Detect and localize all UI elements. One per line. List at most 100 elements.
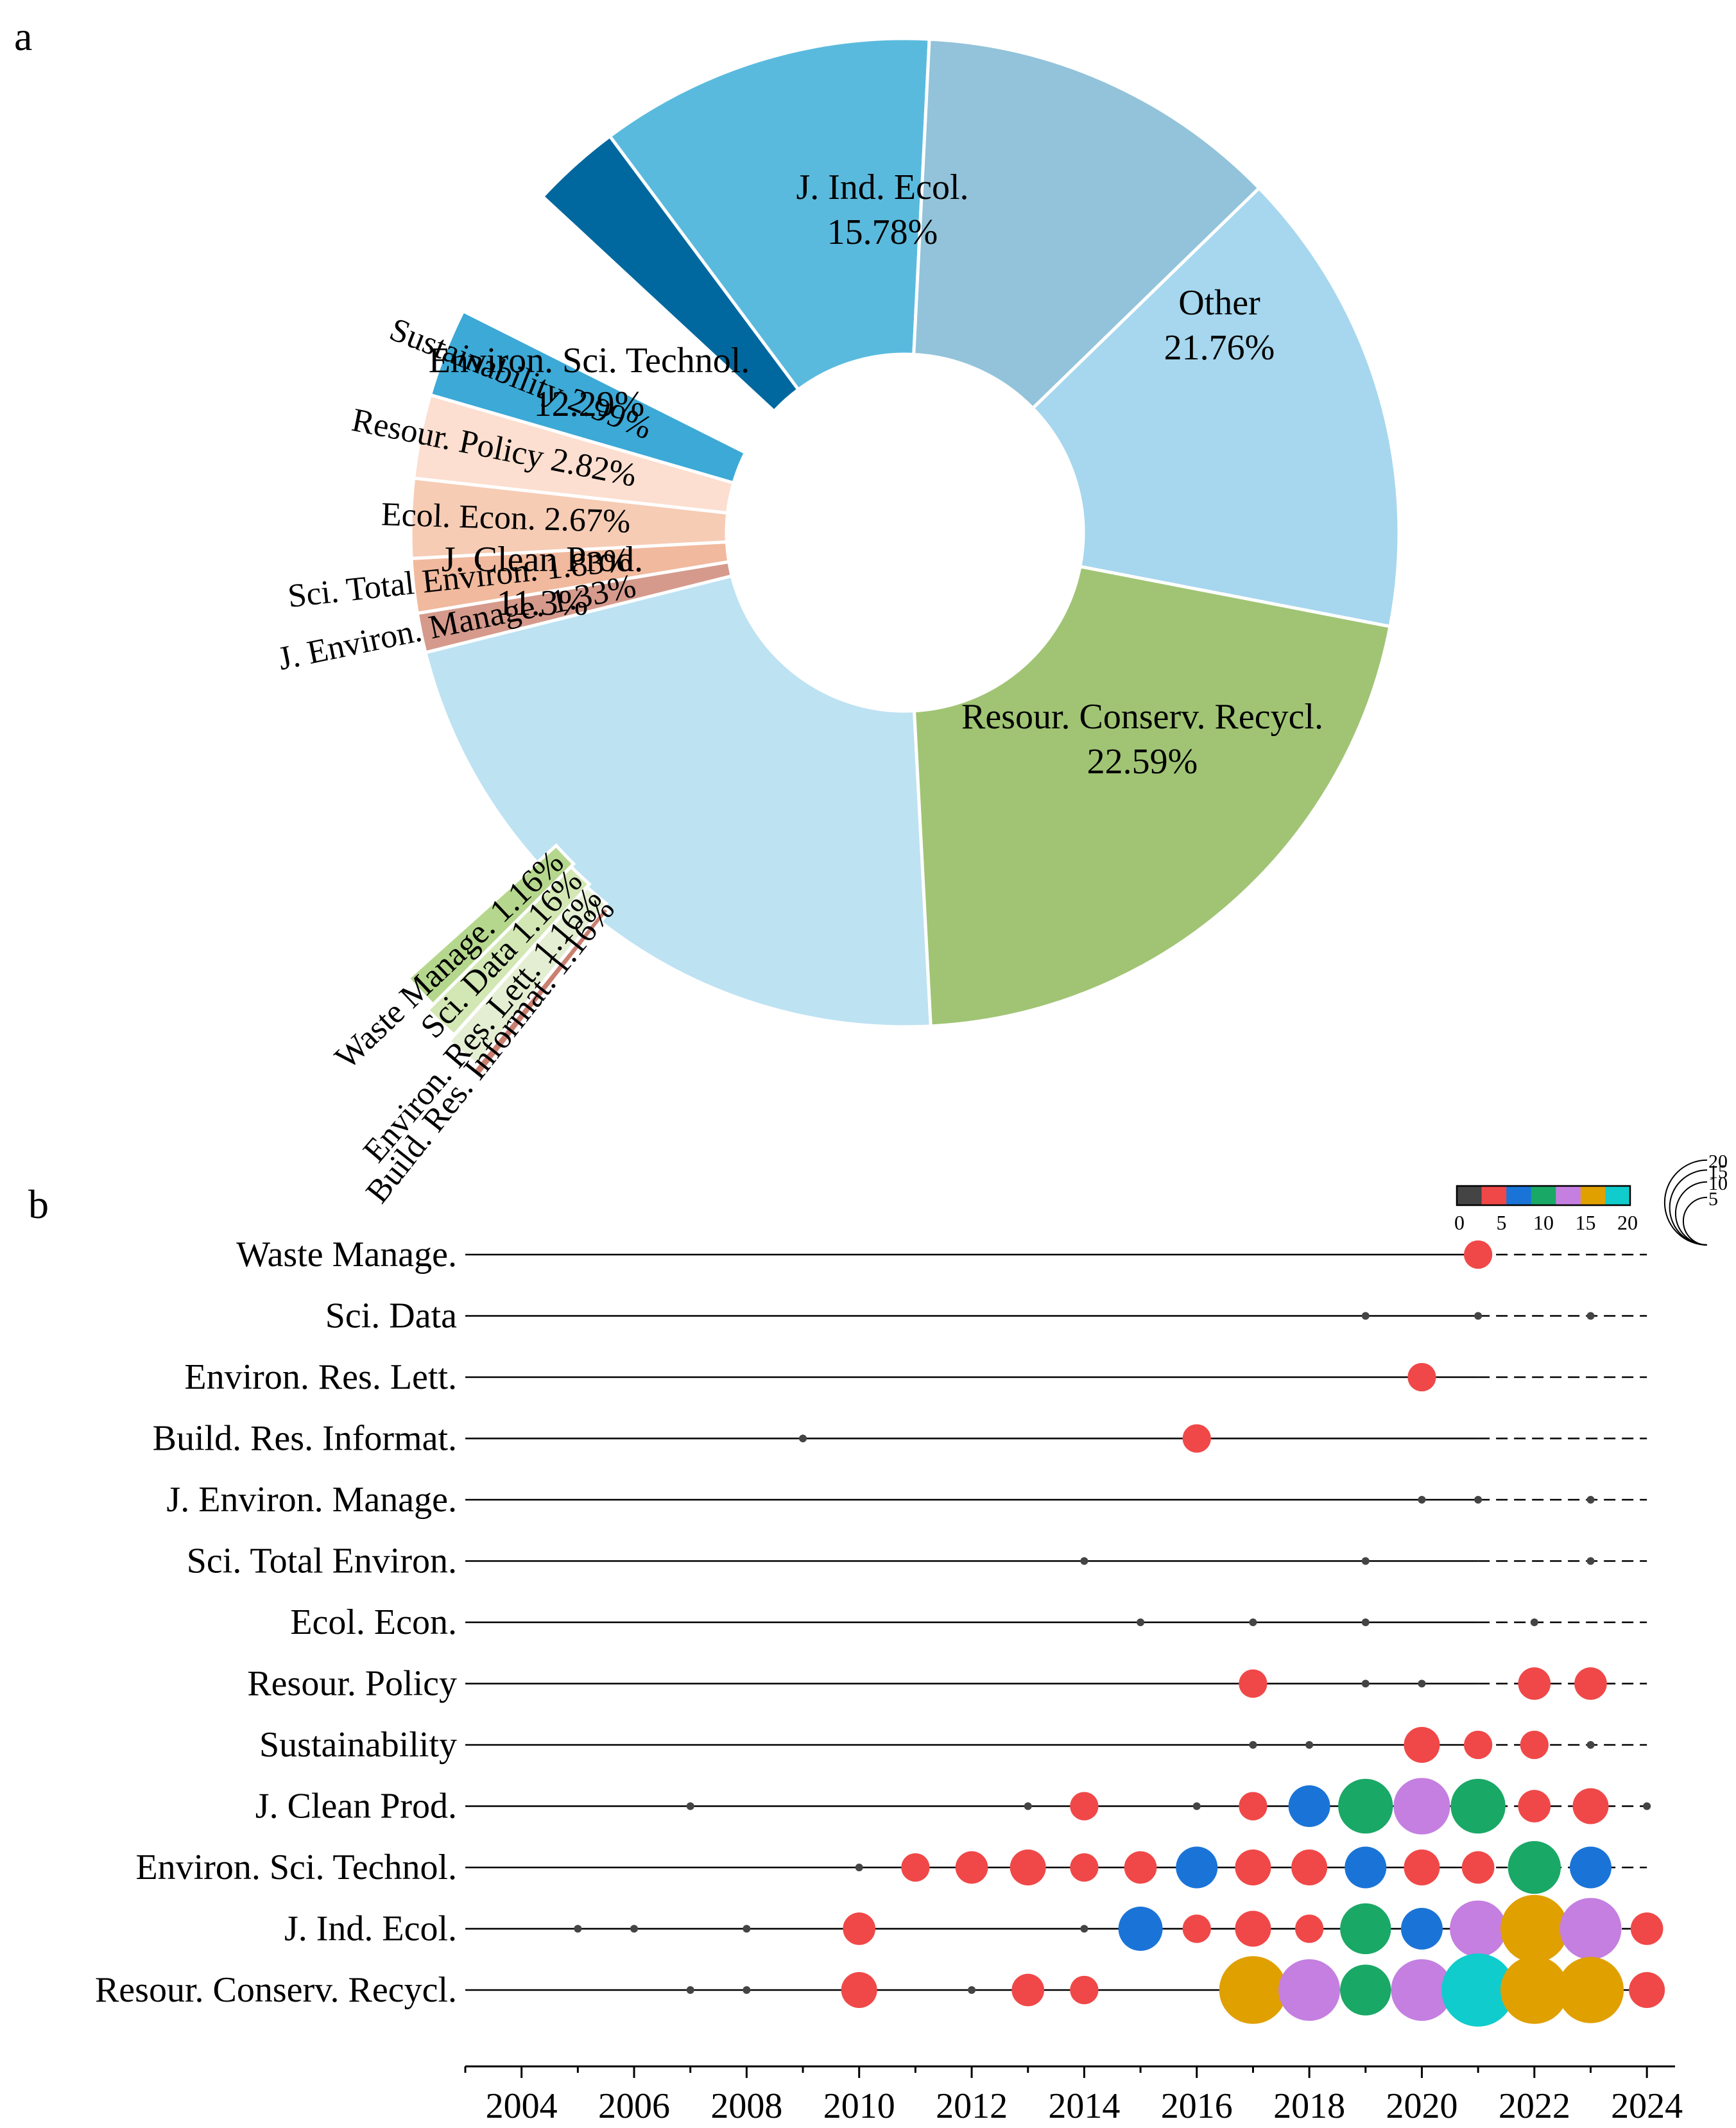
row-label-ecol-econ: Ecol. Econ. xyxy=(290,1602,457,1642)
bubble-j-clean-prod-2019 xyxy=(1338,1778,1393,1834)
bubble-environ-sci-technol-2015 xyxy=(1124,1851,1157,1884)
row-label-waste-manage: Waste Manage. xyxy=(236,1235,457,1274)
x-tick-label-2006: 2006 xyxy=(598,2086,670,2126)
bubble-environ-sci-technol-2023 xyxy=(1569,1846,1611,1889)
bubble-sustainability-2023 xyxy=(1586,1741,1595,1749)
slice-j-ind-ecol xyxy=(1030,185,1401,629)
colorbar-segment-0 xyxy=(1457,1186,1482,1205)
bubble-j-clean-prod-2023 xyxy=(1572,1788,1609,1824)
slice-label-other: Other xyxy=(1178,283,1260,323)
slice-other xyxy=(912,564,1392,1028)
bubble-ecol-econ-2022 xyxy=(1530,1618,1538,1626)
bubble-environ-res-lett-2020 xyxy=(1407,1362,1436,1392)
bubble-j-ind-ecol-2023 xyxy=(1560,1898,1622,1960)
bubble-resour-conserv-recycl-2017 xyxy=(1219,1956,1287,2024)
x-tick-label-2018: 2018 xyxy=(1273,2086,1345,2126)
bubble-j-clean-prod-2020 xyxy=(1393,1778,1450,1835)
bubble-environ-sci-technol-2020 xyxy=(1404,1849,1440,1885)
bubble-j-ind-ecol-2017 xyxy=(1235,1910,1271,1947)
bubble-environ-sci-technol-2022 xyxy=(1508,1841,1561,1894)
slice-percent-other: 21.76% xyxy=(1164,328,1275,368)
bubble-build-res-informat-2009 xyxy=(799,1434,807,1443)
x-tick-label-2022: 2022 xyxy=(1499,2086,1570,2126)
bubble-environ-sci-technol-2011 xyxy=(901,1853,930,1882)
bubble-sci-data-2023 xyxy=(1586,1312,1595,1320)
x-tick-label-2010: 2010 xyxy=(823,2086,895,2126)
bubble-resour-conserv-recycl-2008 xyxy=(743,1986,751,1994)
slice-label-environ-sci-technol: Environ. Sci. Technol. xyxy=(429,341,750,381)
bubble-resour-conserv-recycl-2018 xyxy=(1278,1959,1341,2021)
x-tick-label-2008: 2008 xyxy=(710,2086,782,2126)
colorbar-segment-6 xyxy=(1605,1186,1631,1205)
bubble-j-environ-manage-2021 xyxy=(1474,1496,1482,1504)
row-label-sci-data: Sci. Data xyxy=(325,1296,457,1336)
bubble-j-ind-ecol-2005 xyxy=(574,1925,582,1933)
bubble-j-clean-prod-2021 xyxy=(1450,1778,1506,1834)
x-tick-label-2016: 2016 xyxy=(1161,2086,1233,2126)
bubble-resour-conserv-recycl-2014 xyxy=(1070,1975,1099,2005)
slice-percent-environ-sci-technol: 12.29% xyxy=(534,384,645,424)
bubble-j-clean-prod-2024 xyxy=(1643,1802,1651,1810)
colorbar-tick-20: 20 xyxy=(1617,1211,1638,1234)
bubble-resour-policy-2023 xyxy=(1574,1667,1607,1700)
bubble-j-ind-ecol-2008 xyxy=(743,1925,751,1933)
bubble-j-ind-ecol-2021 xyxy=(1450,1900,1507,1957)
bubble-j-clean-prod-2022 xyxy=(1518,1790,1551,1823)
bubble-build-res-informat-2016 xyxy=(1182,1424,1211,1453)
bubble-environ-sci-technol-2013 xyxy=(1010,1849,1046,1885)
bubble-resour-conserv-recycl-2024 xyxy=(1629,1972,1665,2008)
slice-percent-resour-conserv-recycl: 22.59% xyxy=(1087,742,1198,782)
row-label-sustainability: Sustainability xyxy=(259,1725,457,1765)
bubble-sci-data-2019 xyxy=(1361,1312,1370,1320)
bubble-j-ind-ecol-2018 xyxy=(1294,1914,1324,1943)
slice-label-j-clean-prod: J. Clean Prod. xyxy=(442,540,643,579)
slice-percent-j-clean-prod: 11.3% xyxy=(497,583,589,623)
slice-resour-conserv-recycl xyxy=(423,574,932,1029)
bubble-sustainability-2021 xyxy=(1463,1730,1493,1760)
bubble-sci-total-environ-2023 xyxy=(1586,1557,1595,1565)
bubble-resour-conserv-recycl-2013 xyxy=(1011,1973,1045,2007)
row-label-sci-total-environ: Sci. Total Environ. xyxy=(187,1541,457,1581)
slice-environ-sci-technol xyxy=(912,37,1262,411)
bubble-environ-sci-technol-2010 xyxy=(855,1864,863,1871)
bubble-j-environ-manage-2023 xyxy=(1586,1496,1595,1504)
bubble-j-ind-ecol-2019 xyxy=(1340,1903,1391,1955)
bubble-resour-conserv-recycl-2020 xyxy=(1391,1959,1453,2021)
x-tick-label-2020: 2020 xyxy=(1386,2086,1457,2126)
bubble-sustainability-2022 xyxy=(1520,1730,1549,1760)
bubble-sustainability-2020 xyxy=(1404,1727,1440,1763)
bubble-j-ind-ecol-2010 xyxy=(843,1912,876,1945)
bubble-j-ind-ecol-2014 xyxy=(1080,1925,1088,1933)
x-tick-label-2012: 2012 xyxy=(936,2086,1008,2126)
bubble-j-clean-prod-2016 xyxy=(1192,1802,1201,1810)
bubble-sci-total-environ-2019 xyxy=(1361,1557,1370,1565)
size-legend-arc-15 xyxy=(1669,1169,1708,1246)
row-label-resour-policy: Resour. Policy xyxy=(247,1664,457,1704)
panel-b-label: b xyxy=(28,1181,49,1227)
bubble-j-ind-ecol-2024 xyxy=(1630,1912,1663,1945)
slice-j-clean-prod xyxy=(607,37,931,392)
colorbar-tick-10: 10 xyxy=(1533,1211,1554,1234)
donut-chart: Resour. Conserv. Recycl.22.59%J. Environ… xyxy=(275,37,1401,1210)
bubble-environ-sci-technol-2019 xyxy=(1345,1846,1387,1889)
panel-a-label: a xyxy=(14,13,32,59)
bubble-j-clean-prod-2018 xyxy=(1288,1785,1330,1827)
colorbar-frame xyxy=(1456,1185,1631,1206)
row-label-resour-conserv-recycl: Resour. Conserv. Recycl. xyxy=(95,1970,457,2010)
colorbar-segment-2 xyxy=(1506,1186,1532,1205)
slice-sustainability xyxy=(428,309,748,485)
bubble-environ-sci-technol-2016 xyxy=(1176,1846,1218,1889)
bubble-j-ind-ecol-2016 xyxy=(1182,1914,1211,1943)
bubble-resour-conserv-recycl-2007 xyxy=(686,1986,694,1994)
size-legend-arc-5 xyxy=(1683,1196,1708,1246)
bubble-ecol-econ-2015 xyxy=(1137,1618,1145,1626)
bubble-j-clean-prod-2007 xyxy=(686,1802,694,1810)
x-tick-label-2014: 2014 xyxy=(1048,2086,1120,2126)
bubble-resour-conserv-recycl-2019 xyxy=(1340,1964,1391,2016)
size-legend-label-5: 5 xyxy=(1708,1188,1718,1210)
bubble-j-ind-ecol-2015 xyxy=(1118,1907,1163,1951)
slice-waste-manage xyxy=(406,843,576,1007)
bubble-resour-conserv-recycl-2022 xyxy=(1500,1956,1568,2024)
bubble-resour-policy-2022 xyxy=(1518,1667,1551,1700)
